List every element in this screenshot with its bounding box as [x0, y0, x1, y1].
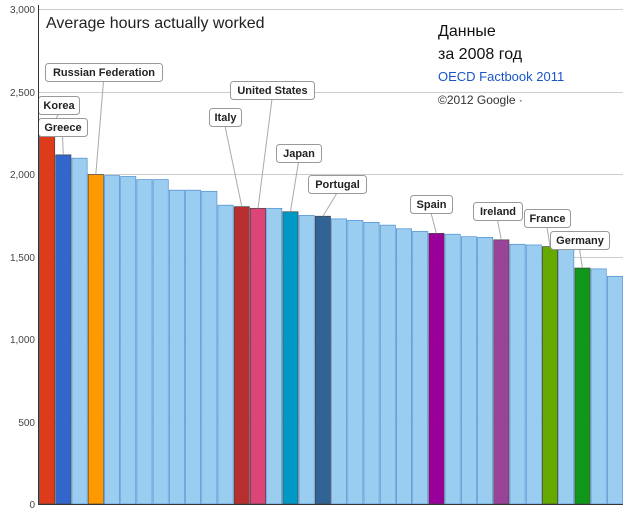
- y-tick-label: 1,000: [10, 335, 35, 346]
- annotation-leader: [430, 212, 437, 234]
- y-tick-label: 2,000: [10, 170, 35, 181]
- copyright-notice: ©2012 Google ·: [438, 93, 523, 107]
- bar[interactable]: [460, 236, 477, 505]
- bar[interactable]: [266, 207, 283, 505]
- bar[interactable]: [39, 133, 56, 505]
- annotation-box[interactable]: [550, 231, 610, 250]
- bar[interactable]: [363, 222, 380, 505]
- annotation-box[interactable]: [410, 195, 453, 214]
- annotations: Korea Greece Russian Federation Italy United…: [38, 63, 610, 269]
- annotation-label: Spain: [417, 199, 447, 211]
- bar[interactable]: [55, 154, 72, 505]
- annotation-box[interactable]: [308, 175, 367, 194]
- annotation-label: Greece: [44, 122, 81, 134]
- bar[interactable]: [379, 224, 396, 505]
- annotation-leader: [497, 219, 502, 240]
- bar[interactable]: [444, 233, 461, 505]
- bar[interactable]: [396, 228, 412, 505]
- annotation-label: Japan: [283, 148, 315, 160]
- bar[interactable]: [606, 275, 623, 505]
- bar[interactable]: [87, 174, 104, 505]
- bar[interactable]: [542, 246, 558, 505]
- annotation-leader: [62, 135, 64, 155]
- bar[interactable]: [250, 207, 266, 505]
- bar[interactable]: [590, 268, 607, 505]
- bar[interactable]: [347, 220, 364, 505]
- bar[interactable]: [152, 179, 169, 505]
- bar[interactable]: [282, 211, 299, 505]
- bar[interactable]: [71, 157, 88, 505]
- annotation-label: Russian Federation: [53, 67, 155, 79]
- y-tick-label: 0: [29, 500, 35, 510]
- y-tick-label: 3,000: [10, 5, 35, 16]
- annotation-box[interactable]: [209, 108, 242, 127]
- bar[interactable]: [509, 243, 526, 505]
- bar[interactable]: [477, 237, 494, 505]
- bar[interactable]: [574, 267, 591, 505]
- source-link[interactable]: OECD Factbook 2011: [438, 69, 565, 84]
- annotation-leader: [224, 125, 243, 207]
- annotation-leader: [95, 80, 104, 175]
- annotation-leader: [579, 248, 583, 269]
- annotation-leader: [322, 192, 338, 217]
- bar[interactable]: [331, 218, 348, 505]
- bar[interactable]: [298, 215, 315, 505]
- data-note-line1: Данные: [438, 23, 496, 40]
- data-note-line2: за 2008 год: [438, 46, 523, 63]
- annotation-box[interactable]: [524, 209, 571, 228]
- bars: [39, 133, 623, 505]
- bar[interactable]: [233, 206, 250, 505]
- bar[interactable]: [104, 175, 120, 505]
- bar[interactable]: [314, 215, 331, 505]
- annotation-box[interactable]: [276, 144, 322, 163]
- annotation-box[interactable]: [45, 63, 163, 82]
- annotation-label: Portugal: [315, 179, 360, 191]
- annotation-label: Ireland: [480, 206, 516, 218]
- bar[interactable]: [558, 248, 575, 505]
- bar[interactable]: [428, 233, 445, 505]
- annotation-label: Korea: [43, 100, 75, 112]
- annotation-label: Germany: [556, 235, 605, 247]
- bar[interactable]: [136, 179, 153, 505]
- annotation-leader: [289, 161, 299, 212]
- annotation-label: Italy: [214, 112, 237, 124]
- bar[interactable]: [412, 231, 429, 505]
- annotation-leader: [257, 98, 273, 209]
- chart-title: Average hours actually worked: [46, 15, 265, 32]
- y-tick-label: 2,500: [10, 88, 35, 99]
- bar[interactable]: [168, 189, 185, 505]
- annotation-label: United States: [237, 85, 307, 97]
- annotation-box[interactable]: [230, 81, 315, 100]
- annotation-label: France: [529, 213, 565, 225]
- y-tick-label: 500: [18, 418, 35, 429]
- gridlines: [39, 9, 623, 423]
- bar[interactable]: [201, 190, 218, 505]
- bar[interactable]: [185, 189, 202, 505]
- y-axis: 0 500 1,000 1,500 2,000 2,500 3,000: [10, 5, 35, 510]
- bar[interactable]: [493, 239, 510, 505]
- bar[interactable]: [120, 176, 137, 505]
- annotation-box[interactable]: [473, 202, 523, 221]
- annotation-leader: [546, 226, 551, 247]
- bar[interactable]: [217, 204, 234, 505]
- y-tick-label: 1,500: [10, 253, 35, 264]
- bar[interactable]: [525, 244, 542, 505]
